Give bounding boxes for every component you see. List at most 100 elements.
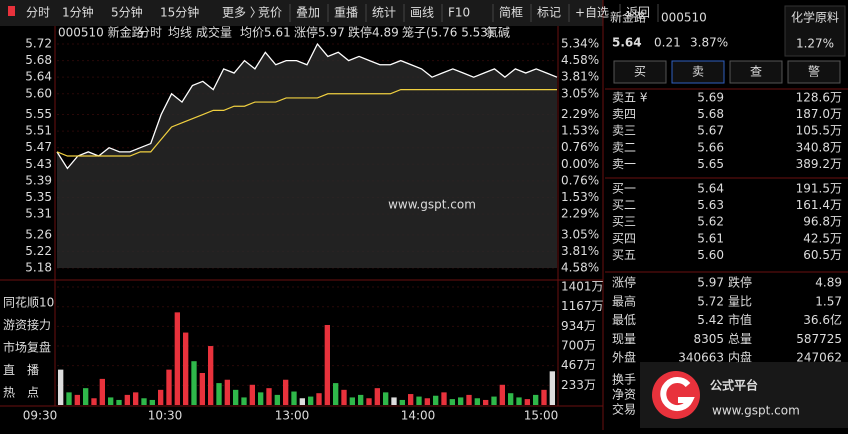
stat-value: 8305 xyxy=(693,332,724,346)
ask-volume: 105.5万 xyxy=(796,124,842,138)
volume-tick-label: 1401万 xyxy=(561,280,604,294)
volume-bar xyxy=(116,399,122,405)
volume-bar xyxy=(524,399,530,405)
trade-button[interactable] xyxy=(613,60,667,84)
period-tab[interactable]: 5分钟 xyxy=(111,5,143,20)
industry-pct: 1.27% xyxy=(796,37,834,51)
stat-value: 4.89 xyxy=(815,276,842,290)
bid-label: 买一 xyxy=(612,182,636,196)
watermark: www.gspt.com xyxy=(388,198,476,212)
volume-bar xyxy=(483,399,489,405)
volume-bar xyxy=(66,392,72,405)
volume-tick-label: 233万 xyxy=(561,378,596,392)
y-tick-label: 5.43 xyxy=(25,157,52,171)
tool-button[interactable]: 统计 xyxy=(372,6,396,20)
stat-value: 5.42 xyxy=(697,313,724,327)
stat-label: 市值 xyxy=(728,312,752,327)
volume-bar xyxy=(216,383,222,405)
trade-button-label[interactable]: 警 xyxy=(808,64,820,79)
change-pct: 3.87% xyxy=(690,36,728,50)
pct-label: 2.29% xyxy=(561,207,599,221)
y-tick-label: 5.39 xyxy=(25,173,52,187)
side-menu-item[interactable]: 热 点 xyxy=(3,386,39,400)
pct-label: 2.29% xyxy=(561,107,599,121)
stat-value: 36.6亿 xyxy=(803,312,842,327)
y-tick-label: 5.51 xyxy=(25,124,52,138)
y-tick-label: 5.31 xyxy=(25,207,52,221)
stat-value: 1.57 xyxy=(815,294,842,308)
ask-volume: 340.8万 xyxy=(796,140,842,154)
side-menu-item[interactable]: 直 播 xyxy=(3,363,39,377)
volume-bar xyxy=(366,398,372,405)
volume-bar xyxy=(491,396,497,405)
bid-volume: 161.4万 xyxy=(796,198,842,212)
pct-label: 1.53% xyxy=(561,190,599,204)
trade-button-label[interactable]: 查 xyxy=(750,65,762,79)
header-text: 成交量 xyxy=(196,25,232,40)
stat-label: 现量 xyxy=(612,332,636,346)
stat-label: 最低 xyxy=(612,313,636,327)
tool-button[interactable]: F10 xyxy=(448,6,470,20)
time-label: 14:00 xyxy=(401,409,436,423)
trade-button[interactable] xyxy=(787,60,841,84)
tool-button[interactable]: 返回 xyxy=(626,6,650,20)
flag xyxy=(8,6,15,16)
period-tab[interactable]: 1分钟 xyxy=(62,5,94,20)
tool-button[interactable]: 竞价 xyxy=(258,6,282,20)
header-text: 跌停 xyxy=(348,25,372,40)
stat-value: 5.97 xyxy=(697,276,724,290)
period-tab[interactable]: 分时 xyxy=(26,6,50,20)
period-tab[interactable]: 15分钟 xyxy=(160,5,199,20)
header-text: 4.89 xyxy=(372,26,399,40)
trade-button[interactable] xyxy=(729,60,783,84)
header-text: 5.61 xyxy=(264,26,291,40)
period-tab[interactable]: 更多 〉 xyxy=(222,6,262,20)
volume-bar xyxy=(408,394,414,405)
bid-volume: 60.5万 xyxy=(803,248,842,262)
stat-label: 最高 xyxy=(612,293,636,308)
bid-volume: 42.5万 xyxy=(803,231,842,245)
volume-bar xyxy=(333,383,339,405)
time-label: 13:00 xyxy=(275,409,310,423)
volume-tick-label: 700万 xyxy=(561,339,596,353)
volume-bar xyxy=(258,392,264,405)
trade-button[interactable] xyxy=(671,60,725,84)
y-tick-label: 5.72 xyxy=(25,37,52,51)
stat-value: 587725 xyxy=(796,332,842,346)
stat-value: 340663 xyxy=(678,351,724,365)
ask-label: 卖二 xyxy=(612,140,636,154)
last-price: 5.64 xyxy=(612,36,642,50)
logo-url: www.gspt.com xyxy=(712,404,800,418)
tool-button[interactable]: 标记 xyxy=(537,6,561,20)
trade-button-label[interactable]: 买 xyxy=(634,65,646,79)
stat-label: 交易 xyxy=(612,402,636,417)
tool-button[interactable]: 简框 xyxy=(499,6,523,20)
tool-button[interactable]: 重播 xyxy=(334,6,358,20)
price-area xyxy=(57,44,557,268)
y-tick-label: 5.26 xyxy=(25,227,52,241)
header-text: 分时 xyxy=(138,26,162,40)
side-menu-item[interactable]: 同花顺10 xyxy=(3,295,54,310)
volume-bar xyxy=(466,394,472,405)
time-label: 09:30 xyxy=(23,409,58,423)
trade-button-label[interactable]: 卖 xyxy=(692,65,704,79)
volume-bar xyxy=(391,397,397,405)
volume-bar xyxy=(349,397,355,405)
tool-button[interactable]: +自选 xyxy=(575,6,609,20)
volume-tick-label: 934万 xyxy=(561,319,596,333)
bid-price: 5.60 xyxy=(697,248,724,262)
side-menu-item[interactable]: 游资接力 xyxy=(3,317,51,332)
pct-label: 3.81% xyxy=(561,70,599,84)
tool-button[interactable]: 画线 xyxy=(410,6,434,20)
volume-bar xyxy=(174,312,180,405)
volume-bar xyxy=(124,394,130,405)
header-text: (5.76 5.53) xyxy=(426,26,493,40)
volume-bar xyxy=(233,389,239,405)
bid-price: 5.61 xyxy=(697,231,724,245)
tool-button[interactable]: 叠加 xyxy=(296,6,320,20)
toolbar-bg xyxy=(0,0,603,26)
volume-bar xyxy=(508,393,514,405)
side-menu-item[interactable]: 市场复盘 xyxy=(3,340,51,355)
volume-bar xyxy=(141,398,147,405)
